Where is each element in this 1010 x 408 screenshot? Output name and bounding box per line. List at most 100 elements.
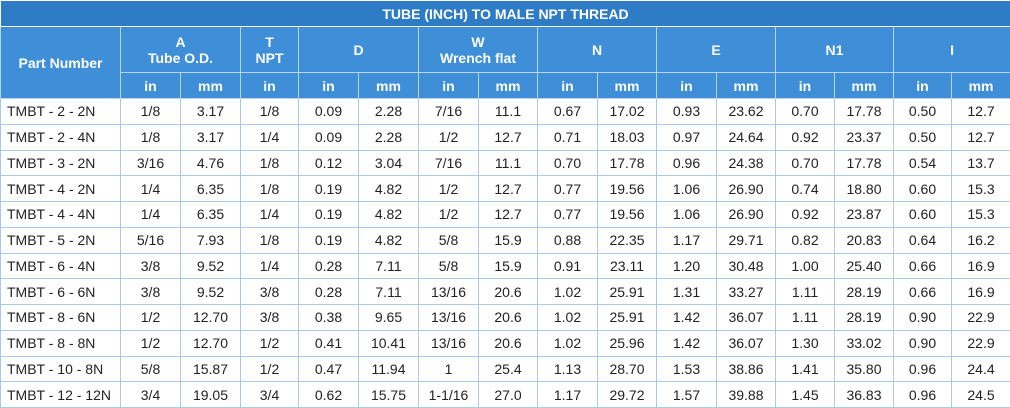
cell: 6.35: [181, 176, 241, 202]
cell: 12.7: [479, 202, 538, 228]
cell: 3.17: [181, 99, 241, 125]
cell: 0.09: [299, 124, 359, 150]
cell: 1.06: [657, 202, 717, 228]
cell: 0.70: [538, 150, 598, 176]
unit-header: mm: [181, 73, 241, 99]
cell: 3/4: [241, 382, 299, 408]
cell: 0.12: [299, 150, 359, 176]
cell: 1.17: [538, 382, 598, 408]
cell: 11.94: [359, 356, 419, 382]
cell: 0.47: [299, 356, 359, 382]
group-header: I: [894, 27, 1010, 73]
group-label: Tube O.D.: [121, 50, 240, 66]
part-number: TMBT - 2 - 2N: [1, 99, 121, 125]
cell: 0.62: [299, 382, 359, 408]
cell: 1/4: [241, 124, 299, 150]
cell: 1.57: [657, 382, 717, 408]
cell: 36.07: [717, 305, 776, 331]
cell: 1/8: [121, 124, 181, 150]
unit-header: in: [657, 73, 717, 99]
part-number-header: Part Number: [1, 27, 121, 99]
cell: 0.60: [894, 176, 952, 202]
cell: 5/8: [419, 227, 479, 253]
cell: 33.02: [835, 330, 894, 356]
part-number: TMBT - 8 - 6N: [1, 305, 121, 331]
cell: 0.67: [538, 99, 598, 125]
cell: 7.11: [359, 279, 419, 305]
cell: 22.9: [952, 305, 1010, 331]
cell: 23.87: [835, 202, 894, 228]
cell: 15.9: [479, 253, 538, 279]
cell: 28.19: [835, 305, 894, 331]
cell: 23.11: [598, 253, 657, 279]
unit-header: mm: [952, 73, 1010, 99]
group-letter: A: [121, 34, 240, 50]
part-number: TMBT - 3 - 2N: [1, 150, 121, 176]
cell: 1/2: [121, 305, 181, 331]
cell: 0.50: [894, 99, 952, 125]
cell: 0.09: [299, 99, 359, 125]
cell: 0.90: [894, 330, 952, 356]
cell: 5/16: [121, 227, 181, 253]
cell: 18.80: [835, 176, 894, 202]
cell: 1: [419, 356, 479, 382]
cell: 19.56: [598, 176, 657, 202]
cell: 0.77: [538, 202, 598, 228]
group-letter: I: [894, 42, 1010, 58]
unit-header: in: [538, 73, 598, 99]
cell: 1.30: [776, 330, 835, 356]
cell: 4.82: [359, 227, 419, 253]
cell: 0.60: [894, 202, 952, 228]
cell: 12.70: [181, 330, 241, 356]
table-title: TUBE (INCH) TO MALE NPT THREAD: [1, 1, 1010, 27]
cell: 30.48: [717, 253, 776, 279]
cell: 20.6: [479, 305, 538, 331]
group-letter: D: [299, 42, 418, 58]
unit-header: mm: [835, 73, 894, 99]
cell: 25.96: [598, 330, 657, 356]
cell: 1/2: [241, 330, 299, 356]
cell: 0.74: [776, 176, 835, 202]
cell: 1/8: [241, 227, 299, 253]
cell: 1/8: [241, 176, 299, 202]
part-number: TMBT - 4 - 2N: [1, 176, 121, 202]
cell: 4.76: [181, 150, 241, 176]
cell: 3/8: [121, 253, 181, 279]
cell: 6.35: [181, 202, 241, 228]
cell: 22.35: [598, 227, 657, 253]
cell: 0.41: [299, 330, 359, 356]
cell: 3/8: [241, 305, 299, 331]
cell: 26.90: [717, 202, 776, 228]
cell: 3/16: [121, 150, 181, 176]
cell: 15.75: [359, 382, 419, 408]
cell: 0.71: [538, 124, 598, 150]
cell: 7/16: [419, 99, 479, 125]
cell: 2.28: [359, 99, 419, 125]
cell: 25.91: [598, 279, 657, 305]
cell: 0.96: [657, 150, 717, 176]
cell: 17.78: [835, 99, 894, 125]
cell: 0.91: [538, 253, 598, 279]
cell: 0.77: [538, 176, 598, 202]
cell: 1/2: [419, 124, 479, 150]
cell: 1/4: [121, 202, 181, 228]
cell: 0.70: [776, 99, 835, 125]
cell: 19.05: [181, 382, 241, 408]
cell: 0.96: [894, 382, 952, 408]
cell: 1.17: [657, 227, 717, 253]
group-header: N1: [776, 27, 894, 73]
group-header: D: [299, 27, 419, 73]
cell: 25.40: [835, 253, 894, 279]
cell: 0.54: [894, 150, 952, 176]
cell: 0.92: [776, 202, 835, 228]
